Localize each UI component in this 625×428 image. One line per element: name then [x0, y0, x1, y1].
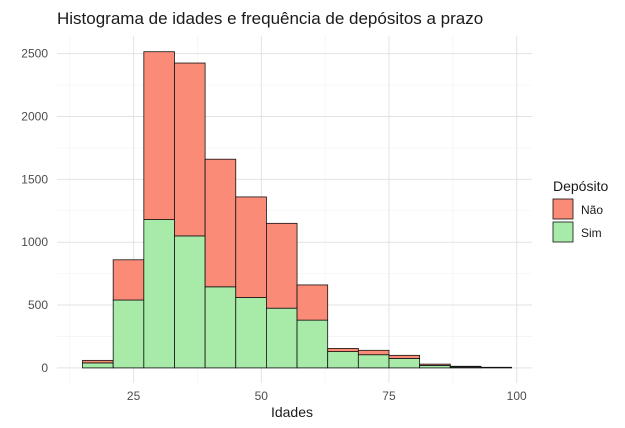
- bar-sim: [82, 362, 114, 369]
- bar-nao: [143, 51, 175, 220]
- bar-sim: [143, 219, 175, 369]
- x-tick-label: 50: [255, 389, 269, 403]
- bar-nao: [419, 363, 451, 366]
- bar-sim: [204, 286, 237, 369]
- legend-label-sim: Sim: [581, 226, 602, 240]
- y-axis: 0 500 1000 1500 2000 2500: [21, 47, 48, 375]
- y-tick-label: 1500: [21, 172, 48, 186]
- bar-nao: [388, 354, 421, 359]
- bar-nao: [235, 196, 267, 298]
- y-tick-label: 2000: [21, 109, 48, 123]
- bar-nao: [327, 348, 359, 352]
- bar-nao: [296, 284, 329, 321]
- legend-swatch-sim: [552, 221, 574, 243]
- y-tick-label: 0: [41, 361, 48, 375]
- x-axis-title: Idades: [271, 404, 313, 420]
- bar-nao: [266, 222, 298, 309]
- bar-sim: [112, 299, 145, 369]
- bar-nao: [449, 365, 482, 368]
- bar-nao: [82, 359, 114, 364]
- legend: Depósito Não Sim: [552, 178, 608, 243]
- bar-nao: [112, 259, 145, 301]
- bars: [82, 51, 512, 369]
- bar-sim: [235, 297, 267, 369]
- legend-swatch-nao: [552, 198, 574, 220]
- x-tick-label: 75: [382, 389, 396, 403]
- bar-sim: [296, 319, 329, 369]
- bar-sim: [174, 235, 206, 369]
- legend-title: Depósito: [553, 178, 608, 194]
- bar-sim: [357, 354, 390, 369]
- bar-sim: [266, 307, 298, 369]
- x-tick-label: 100: [507, 389, 527, 403]
- x-axis: 25 50 75 100: [127, 389, 527, 403]
- bar-sim: [327, 351, 359, 369]
- bar-nao: [174, 62, 206, 237]
- y-tick-label: 2500: [21, 47, 48, 61]
- x-tick-label: 25: [127, 389, 141, 403]
- chart-title: Histograma de idades e frequência de dep…: [57, 9, 483, 28]
- y-tick-label: 1000: [21, 235, 48, 249]
- bar-nao: [204, 158, 237, 288]
- bar-sim: [388, 358, 421, 369]
- bar-nao: [357, 349, 390, 356]
- y-tick-label: 500: [28, 298, 48, 312]
- legend-label-nao: Não: [581, 203, 603, 217]
